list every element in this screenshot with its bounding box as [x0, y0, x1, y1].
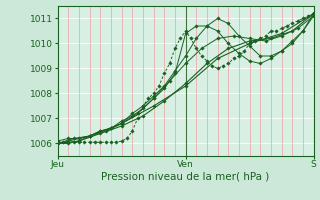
- X-axis label: Pression niveau de la mer( hPa ): Pression niveau de la mer( hPa ): [101, 172, 270, 182]
